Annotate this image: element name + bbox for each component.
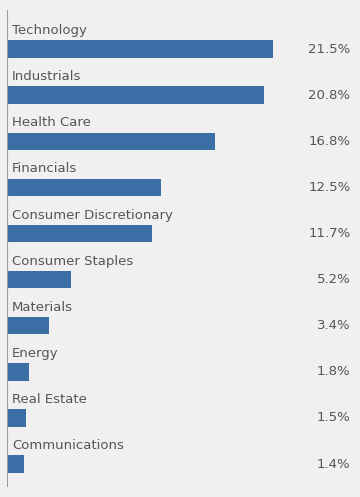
- Bar: [7, 86, 264, 104]
- Text: Consumer Discretionary: Consumer Discretionary: [12, 209, 173, 222]
- Bar: [7, 271, 71, 288]
- Text: 5.2%: 5.2%: [316, 273, 350, 286]
- Text: Real Estate: Real Estate: [12, 393, 87, 406]
- Text: Materials: Materials: [12, 301, 73, 314]
- Bar: [7, 225, 152, 242]
- Text: 12.5%: 12.5%: [308, 181, 350, 194]
- Text: Energy: Energy: [12, 347, 59, 360]
- Bar: [7, 133, 215, 150]
- Text: Health Care: Health Care: [12, 116, 91, 129]
- Bar: [7, 455, 24, 473]
- Text: 21.5%: 21.5%: [308, 43, 350, 56]
- Text: 1.4%: 1.4%: [317, 458, 350, 471]
- Text: Industrials: Industrials: [12, 70, 81, 83]
- Text: 11.7%: 11.7%: [308, 227, 350, 240]
- Text: Technology: Technology: [12, 24, 87, 37]
- Bar: [7, 178, 162, 196]
- Text: 16.8%: 16.8%: [308, 135, 350, 148]
- Bar: [7, 409, 26, 426]
- Text: 1.5%: 1.5%: [316, 412, 350, 424]
- Text: 20.8%: 20.8%: [308, 89, 350, 102]
- Bar: [7, 363, 30, 381]
- Text: Communications: Communications: [12, 439, 124, 452]
- Text: Financials: Financials: [12, 163, 77, 175]
- Bar: [7, 40, 273, 58]
- Text: Consumer Staples: Consumer Staples: [12, 254, 134, 267]
- Text: 3.4%: 3.4%: [317, 319, 350, 332]
- Bar: [7, 317, 49, 334]
- Text: 1.8%: 1.8%: [317, 365, 350, 378]
